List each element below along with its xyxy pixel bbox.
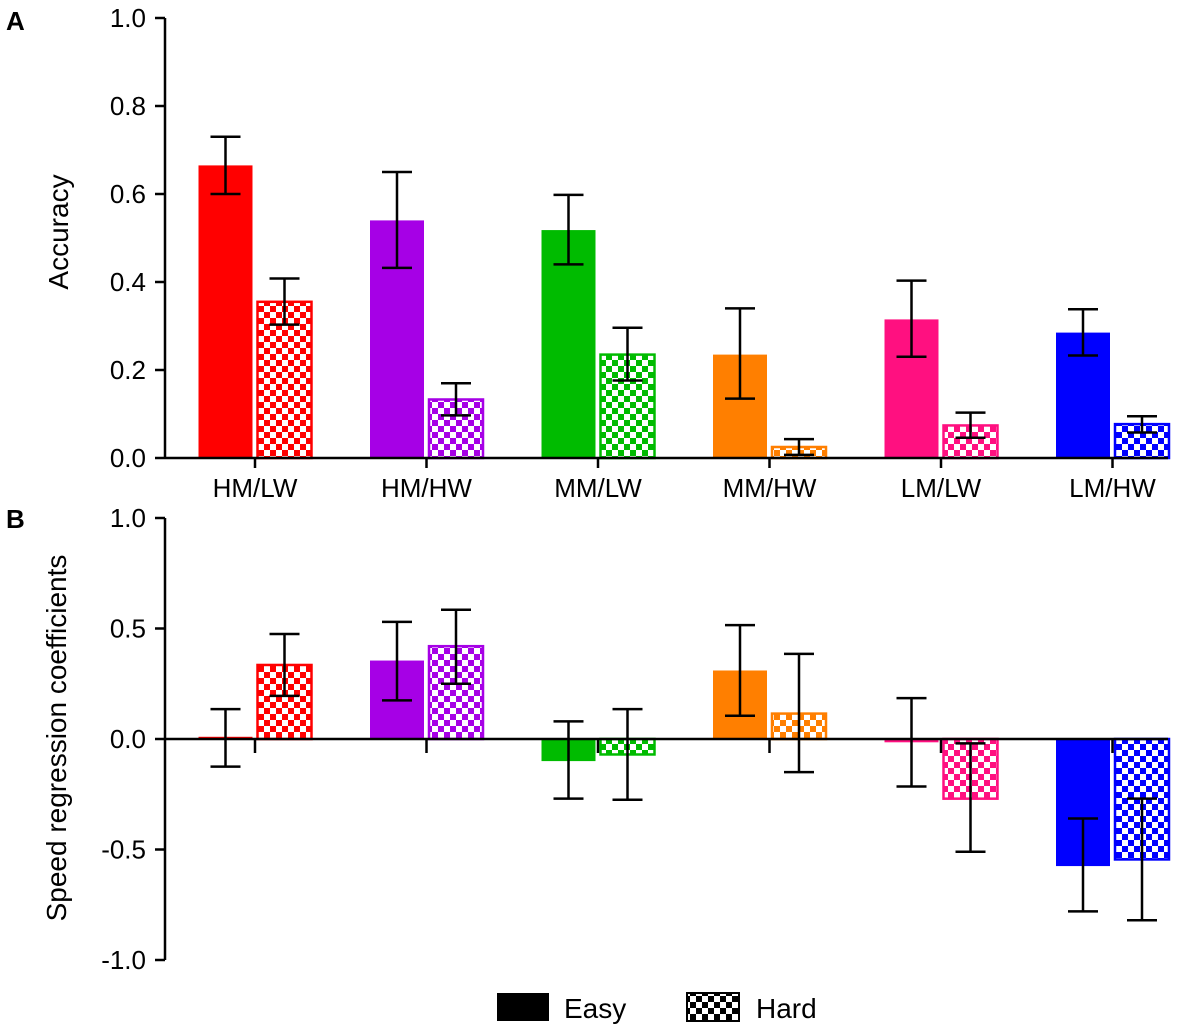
error-bar-a-hm-hw-hard [441,381,471,417]
error-bar-a-mm-lw-easy [553,193,584,266]
panel-a-y-tick-label: 0.2 [110,355,146,385]
panel-b-letter: B [6,504,25,534]
error-bar-b-hm-hw-easy [382,620,412,702]
panel-a: A Accuracy 0.0 0.2 0.4 0.6 0.8 1.0 HM/LW HM/HW M… [6,3,1171,503]
error-bar-b-mm-lw-easy [553,720,584,800]
error-bar-b-lm-hw-hard [1127,797,1157,922]
panel-a-y-tick-label: 0.4 [110,267,146,297]
legend-easy-label: Easy [564,993,626,1024]
error-bar-a-lm-lw-easy [896,279,927,359]
panel-b: B Speed regression coefficients -1.0 -0.5… [6,503,1171,975]
error-bar-a-lm-lw-hard [955,411,986,440]
error-bar-b-hm-hw-hard [441,608,471,685]
error-bar-a-lm-hw-easy [1068,308,1098,357]
category-label-mm-lw: MM/LW [554,473,642,503]
category-label-lm-hw: LM/HW [1069,473,1156,503]
error-bar-a-mm-hw-hard [784,437,814,457]
legend: Easy Hard [497,992,817,1024]
error-bar-b-mm-hw-hard [784,652,814,774]
category-label-hm-hw: HM/HW [381,473,472,503]
panel-a-y-tick-label: 0.8 [110,91,146,121]
panel-b-y-tick-label: 0.0 [110,724,146,754]
error-bar-b-lm-lw-hard [955,742,986,853]
error-bar-a-hm-lw-easy [210,135,241,196]
error-bar-b-hm-lw-hard [269,632,300,698]
panel-b-y-tick-label: -1.0 [101,945,146,975]
panel-a-y-tick-label: 1.0 [110,3,146,33]
panel-b-y-label: Speed regression coefficients [41,555,72,922]
error-bar-a-mm-lw-hard [612,326,643,382]
category-label-hm-lw: HM/LW [213,473,298,503]
panel-a-y-tick-label: 0.6 [110,179,146,209]
panel-a-letter: A [6,6,25,36]
legend-easy-swatch [497,993,549,1021]
error-bar-a-hm-hw-easy [382,170,412,270]
error-bar-b-mm-hw-easy [725,623,755,718]
legend-hard-swatch [686,992,740,1022]
panel-b-y-tick-label: -0.5 [101,835,146,865]
panel-a-y-tick-label: 0.0 [110,443,146,473]
category-label-lm-lw: LM/LW [901,473,982,503]
panel-a-y-label: Accuracy [43,174,74,289]
bar-a-hm-lw-hard [256,300,313,460]
error-bar-a-lm-hw-hard [1127,414,1157,434]
panel-b-y-tick-label: 1.0 [110,503,146,533]
error-bar-a-mm-hw-easy [725,307,755,400]
bar-a-hm-lw-easy [198,165,253,458]
bar-a-mm-lw-easy [541,230,596,458]
legend-hard-label: Hard [756,993,817,1024]
error-bar-b-lm-hw-easy [1068,817,1098,913]
error-bar-b-mm-lw-hard [612,707,643,802]
panel-b-y-tick-label: 0.5 [110,614,146,644]
error-bar-b-lm-lw-easy [896,696,927,788]
error-bar-a-hm-lw-hard [269,277,300,326]
category-label-mm-hw: MM/HW [723,473,817,503]
